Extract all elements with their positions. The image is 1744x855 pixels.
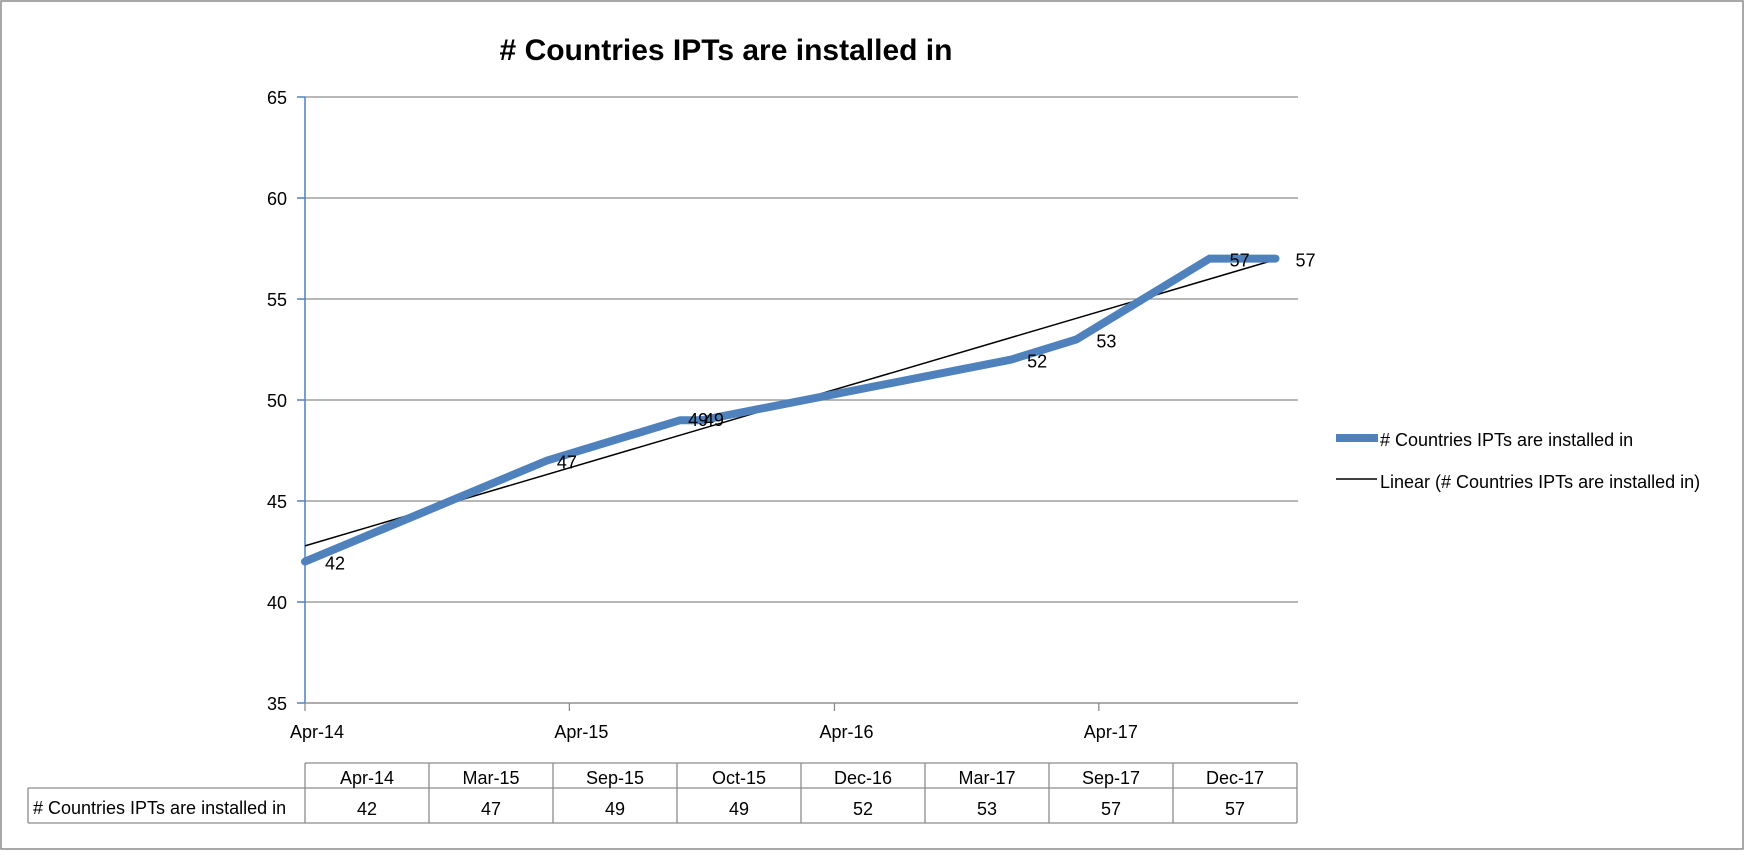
x-tick-label: Apr-15 [554, 722, 608, 742]
table-header-cell: Dec-17 [1206, 768, 1264, 788]
table-value-cell: 52 [853, 799, 873, 819]
table-header-cell: Oct-15 [712, 768, 766, 788]
table-header-cell: Sep-17 [1082, 768, 1140, 788]
data-table: # Countries IPTs are installed in Apr-14… [27, 762, 1298, 824]
data-label: 57 [1296, 251, 1316, 271]
table-header-cell: Apr-14 [340, 768, 394, 788]
x-tick-label: Apr-14 [290, 722, 344, 742]
legend: # Countries IPTs are installed in Linear… [1336, 430, 1700, 492]
table-value-cell: 53 [977, 799, 997, 819]
data-label: 53 [1096, 331, 1116, 351]
y-tick-label: 65 [267, 88, 287, 108]
series-line [301, 254, 1280, 566]
table-header-cell: Sep-15 [586, 768, 644, 788]
y-tick-label: 55 [267, 290, 287, 310]
data-label: 42 [325, 554, 345, 574]
y-tick-label: 45 [267, 492, 287, 512]
y-tick-label: 40 [267, 593, 287, 613]
data-label: 52 [1027, 352, 1047, 372]
table-header-cell: Mar-17 [958, 768, 1015, 788]
table-value-cell: 57 [1101, 799, 1121, 819]
legend-trendline-label: Linear (# Countries IPTs are installed i… [1380, 472, 1700, 492]
data-label: 49 [704, 410, 724, 430]
series-layer [301, 254, 1280, 566]
data-table-row-label: # Countries IPTs are installed in [33, 798, 286, 818]
y-tick-label: 50 [267, 391, 287, 411]
table-value-cell: 49 [729, 799, 749, 819]
legend-series-label: # Countries IPTs are installed in [1380, 430, 1633, 450]
table-header-cell: Mar-15 [462, 768, 519, 788]
axes: 35 40 45 50 55 60 65 Apr-14 Apr-15 Apr-16 Apr-17 [267, 88, 1298, 742]
data-label: 57 [1230, 251, 1250, 271]
data-label: 47 [557, 453, 577, 473]
table-value-cell: 42 [357, 799, 377, 819]
table-value-cell: 57 [1225, 799, 1245, 819]
y-tick-label: 35 [267, 694, 287, 714]
data-label: 49 [688, 410, 708, 430]
table-value-cell: 49 [605, 799, 625, 819]
table-value-cell: 47 [481, 799, 501, 819]
y-tick-label: 60 [267, 189, 287, 209]
chart-title: # Countries IPTs are installed in [500, 34, 953, 67]
table-header-cell: Dec-16 [834, 768, 892, 788]
x-tick-label: Apr-17 [1084, 722, 1138, 742]
x-tick-label: Apr-16 [819, 722, 873, 742]
